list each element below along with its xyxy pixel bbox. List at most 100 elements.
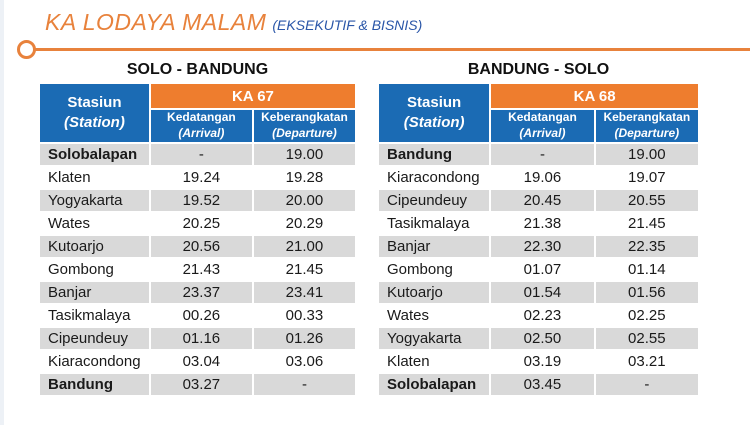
station-cell: Solobalapan	[379, 374, 490, 395]
departure-cell: 20.29	[253, 213, 355, 234]
departure-label: Keberangkatan	[261, 110, 348, 125]
departure-cell: 01.26	[253, 328, 355, 349]
arrival-cell: 01.54	[491, 282, 594, 303]
departure-cell: 20.55	[595, 190, 698, 211]
table-row: Yogyakarta 19.52 20.00	[40, 190, 355, 211]
departure-cell: 21.45	[595, 213, 698, 234]
schedule-table: Stasiun (Station) KA 68 Kedatangan (Arri…	[377, 82, 700, 397]
arrival-sublabel: (Arrival)	[519, 126, 566, 140]
arrival-column-header: Kedatangan (Arrival)	[491, 110, 594, 142]
station-cell: Kutoarjo	[379, 282, 490, 303]
station-cell: Bandung	[40, 374, 149, 395]
arrival-cell: 20.56	[150, 236, 252, 257]
route-title: SOLO - BANDUNG	[126, 61, 269, 78]
arrival-sublabel: (Arrival)	[178, 126, 225, 140]
station-cell: Cipeundeuy	[379, 190, 490, 211]
station-cell: Banjar	[40, 282, 149, 303]
departure-cell: 01.56	[595, 282, 698, 303]
departure-cell: 03.21	[595, 351, 698, 372]
station-label: Stasiun	[67, 93, 122, 111]
table-row: Banjar 22.30 22.35	[379, 236, 698, 257]
departure-cell: 02.25	[595, 305, 698, 326]
divider-circle-icon	[17, 40, 36, 59]
timetable-bandung-solo: BANDUNG - SOLO Stasiun (Station) KA 68 K…	[377, 58, 700, 397]
departure-cell: -	[253, 374, 355, 395]
route-title: BANDUNG - SOLO	[467, 61, 610, 78]
table-row: Klaten 03.19 03.21	[379, 351, 698, 372]
arrival-cell: 23.37	[150, 282, 252, 303]
slide-edge-strip	[0, 0, 4, 425]
departure-cell: 20.00	[253, 190, 355, 211]
table-row: Cipeundeuy 01.16 01.26	[40, 328, 355, 349]
station-cell: Yogyakarta	[40, 190, 149, 211]
table-row: Yogyakarta 02.50 02.55	[379, 328, 698, 349]
schedule-table: Stasiun (Station) KA 67 Kedatangan (Arri…	[38, 82, 357, 397]
station-cell: Wates	[379, 305, 490, 326]
station-sublabel: (Station)	[403, 114, 465, 131]
departure-cell: 19.28	[253, 167, 355, 188]
arrival-label: Kedatangan	[508, 110, 577, 125]
train-code-header: KA 67	[150, 84, 355, 108]
departure-cell: 21.00	[253, 236, 355, 257]
departure-cell: 19.00	[253, 144, 355, 165]
table-row: Kiaracondong 03.04 03.06	[40, 351, 355, 372]
table-row: Cipeundeuy 20.45 20.55	[379, 190, 698, 211]
train-code-header: KA 68	[491, 84, 698, 108]
station-cell: Gombong	[379, 259, 490, 280]
departure-sublabel: (Departure)	[272, 126, 337, 140]
departure-cell: -	[595, 374, 698, 395]
departure-cell: 19.07	[595, 167, 698, 188]
arrival-cell: 20.25	[150, 213, 252, 234]
arrival-cell: -	[491, 144, 594, 165]
table-row: Bandung -19.00	[379, 144, 698, 165]
table-row: Banjar 23.37 23.41	[40, 282, 355, 303]
arrival-cell: 00.26	[150, 305, 252, 326]
station-cell: Yogyakarta	[379, 328, 490, 349]
table-row: Bandung 03.27-	[40, 374, 355, 395]
table-row: Kutoarjo 01.54 01.56	[379, 282, 698, 303]
arrival-cell: 02.23	[491, 305, 594, 326]
departure-cell: 03.06	[253, 351, 355, 372]
departure-cell: 23.41	[253, 282, 355, 303]
arrival-cell: -	[150, 144, 252, 165]
arrival-label: Kedatangan	[167, 110, 236, 125]
arrival-cell: 20.45	[491, 190, 594, 211]
departure-cell: 19.00	[595, 144, 698, 165]
departure-cell: 01.14	[595, 259, 698, 280]
table-row: Tasikmalaya 00.26 00.33	[40, 305, 355, 326]
divider-line	[34, 48, 750, 51]
arrival-cell: 02.50	[491, 328, 594, 349]
table-row: Wates 02.23 02.25	[379, 305, 698, 326]
station-cell: Tasikmalaya	[379, 213, 490, 234]
arrival-cell: 03.45	[491, 374, 594, 395]
subtitle: (EKSEKUTIF & BISNIS)	[272, 17, 423, 33]
departure-cell: 21.45	[253, 259, 355, 280]
station-cell: Banjar	[379, 236, 490, 257]
arrival-column-header: Kedatangan (Arrival)	[150, 110, 252, 142]
station-cell: Tasikmalaya	[40, 305, 149, 326]
main-title: KA LODAYA MALAM	[45, 9, 267, 35]
arrival-cell: 01.16	[150, 328, 252, 349]
departure-cell: 02.55	[595, 328, 698, 349]
table-row: Gombong 01.07 01.14	[379, 259, 698, 280]
departure-column-header: Keberangkatan (Departure)	[253, 110, 355, 142]
arrival-cell: 03.19	[491, 351, 594, 372]
arrival-cell: 19.52	[150, 190, 252, 211]
table-row: Kiaracondong 19.06 19.07	[379, 167, 698, 188]
table-row: Solobalapan -19.00	[40, 144, 355, 165]
arrival-cell: 22.30	[491, 236, 594, 257]
departure-cell: 00.33	[253, 305, 355, 326]
departure-cell: 22.35	[595, 236, 698, 257]
arrival-cell: 19.06	[491, 167, 594, 188]
table-row: Wates 20.25 20.29	[40, 213, 355, 234]
station-cell: Kiaracondong	[379, 167, 490, 188]
arrival-cell: 03.04	[150, 351, 252, 372]
departure-sublabel: (Departure)	[614, 126, 680, 140]
table-row: Gombong 21.43 21.45	[40, 259, 355, 280]
arrival-cell: 21.38	[491, 213, 594, 234]
station-column-header: Stasiun (Station)	[40, 84, 149, 142]
station-column-header: Stasiun (Station)	[379, 84, 490, 142]
station-cell: Bandung	[379, 144, 490, 165]
station-cell: Gombong	[40, 259, 149, 280]
station-cell: Wates	[40, 213, 149, 234]
